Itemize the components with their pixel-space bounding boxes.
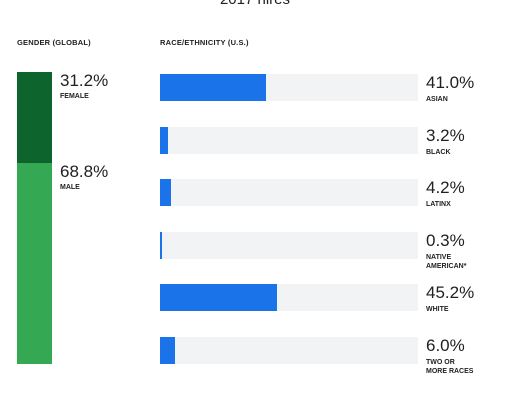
race-bar bbox=[160, 284, 277, 311]
race-row: 6.0% TWO OR MORE RACES bbox=[160, 337, 510, 389]
race-bar-track bbox=[160, 127, 418, 154]
gender-value-label: 68.8% bbox=[60, 162, 109, 181]
gender-section-label: GENDER (GLOBAL) bbox=[17, 38, 91, 47]
race-label-group: 4.2% LATINX bbox=[426, 179, 506, 209]
race-section-label: RACE/ETHNICITY (U.S.) bbox=[160, 38, 249, 47]
gender-label-male: 68.8% MALE bbox=[60, 163, 108, 191]
race-label-group: 45.2% WHITE bbox=[426, 284, 506, 314]
race-value-label: 41.0% bbox=[426, 73, 475, 92]
race-bar-track bbox=[160, 284, 418, 311]
race-row: 4.2% LATINX bbox=[160, 179, 510, 231]
gender-category-label: MALE bbox=[60, 184, 80, 191]
race-label-group: 6.0% TWO OR MORE RACES bbox=[426, 337, 506, 376]
race-value-label: 6.0% bbox=[426, 336, 465, 355]
race-category-label: TWO OR MORE RACES bbox=[426, 359, 474, 375]
race-category-label: WHITE bbox=[426, 306, 449, 313]
gender-bar-segment-male bbox=[17, 163, 52, 364]
race-bar-track bbox=[160, 232, 418, 259]
gender-category-label: FEMALE bbox=[60, 93, 89, 100]
race-bar-track bbox=[160, 74, 418, 101]
race-value-label: 3.2% bbox=[426, 126, 465, 145]
race-bar bbox=[160, 74, 266, 101]
chart-title: 2017 hires bbox=[0, 0, 510, 8]
race-row: 45.2% WHITE bbox=[160, 284, 510, 336]
race-label-group: 0.3% NATIVE AMERICAN* bbox=[426, 232, 506, 271]
race-category-label: BLACK bbox=[426, 149, 451, 156]
race-row: 41.0% ASIAN bbox=[160, 74, 510, 126]
race-category-label: LATINX bbox=[426, 201, 451, 208]
race-bar bbox=[160, 127, 169, 154]
gender-bar-segment-female bbox=[17, 72, 52, 163]
gender-label-female: 31.2% FEMALE bbox=[60, 72, 108, 100]
race-bar bbox=[160, 337, 176, 364]
gender-value-label: 31.2% bbox=[60, 71, 109, 90]
race-label-group: 41.0% ASIAN bbox=[426, 74, 506, 104]
race-value-label: 0.3% bbox=[426, 231, 465, 250]
race-label-group: 3.2% BLACK bbox=[426, 127, 506, 157]
race-category-label: NATIVE AMERICAN* bbox=[426, 254, 467, 270]
race-category-label: ASIAN bbox=[426, 96, 448, 103]
race-bar bbox=[160, 179, 171, 206]
race-row: 3.2% BLACK bbox=[160, 127, 510, 179]
gender-stacked-bar bbox=[17, 72, 52, 364]
race-bar bbox=[160, 232, 162, 259]
race-value-label: 45.2% bbox=[426, 283, 475, 302]
race-value-label: 4.2% bbox=[426, 178, 465, 197]
race-bar-track bbox=[160, 337, 418, 364]
race-bar-track bbox=[160, 179, 418, 206]
race-row: 0.3% NATIVE AMERICAN* bbox=[160, 232, 510, 284]
